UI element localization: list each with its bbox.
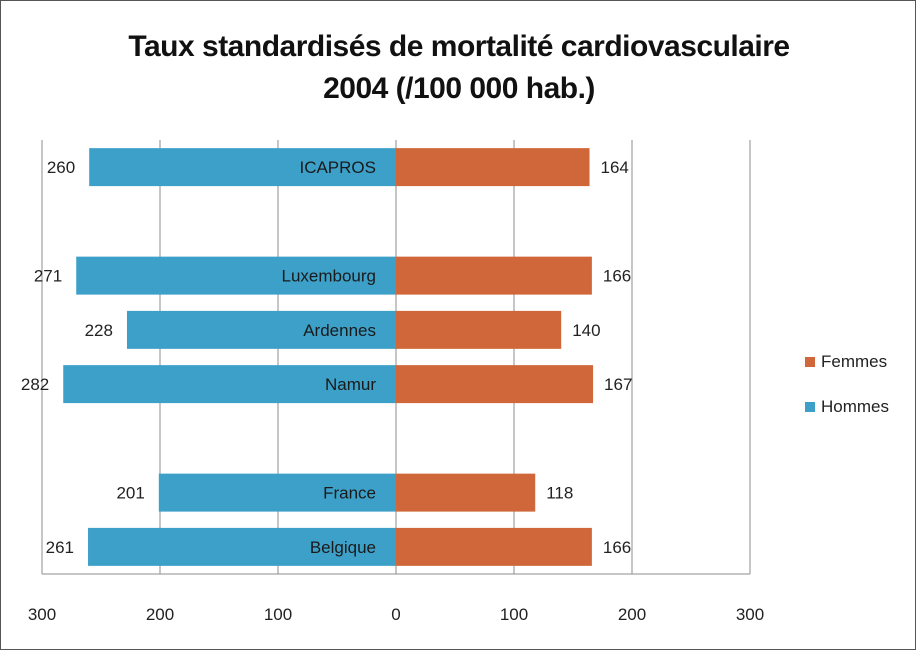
category-label: Luxembourg: [281, 267, 376, 286]
data-label-femmes: 166: [603, 267, 631, 286]
legend-label-hommes: Hommes: [821, 397, 890, 416]
data-label-femmes: 167: [604, 375, 632, 394]
chart-title-line2: 2004 (/100 000 hab.): [323, 72, 595, 105]
data-label-hommes: 260: [47, 158, 75, 177]
bar-hommes: [63, 365, 397, 404]
data-label-hommes: 271: [34, 267, 62, 286]
bar-hommes: [89, 148, 396, 187]
data-label-hommes: 228: [85, 321, 113, 340]
category-label: Belgique: [310, 538, 376, 557]
bar-hommes: [126, 310, 397, 349]
bar-femmes: [396, 310, 562, 349]
x-tick-label: 0: [391, 605, 400, 624]
data-label-femmes: 166: [603, 538, 631, 557]
x-tick-label: 100: [500, 605, 528, 624]
data-label-hommes: 282: [21, 375, 49, 394]
bar-femmes: [396, 256, 592, 295]
bar-hommes: [88, 527, 397, 566]
x-tick-label: 200: [146, 605, 174, 624]
legend-item-femmes: Femmes: [805, 352, 887, 372]
x-tick-label: 200: [618, 605, 646, 624]
legend-item-hommes: Hommes: [805, 397, 889, 417]
bar-femmes: [396, 473, 536, 512]
chart-title-line1: Taux standardisés de mortalité cardiovas…: [128, 30, 790, 63]
legend-label-femmes: Femmes: [821, 352, 888, 371]
x-tick-label: 300: [736, 605, 764, 624]
data-label-hommes: 261: [46, 538, 74, 557]
category-label: Ardennes: [303, 321, 376, 340]
category-label: Namur: [325, 375, 376, 394]
legend-swatch-hommes: [805, 402, 815, 412]
data-label-femmes: 164: [601, 158, 629, 177]
bar-femmes: [396, 148, 590, 187]
data-label-femmes: 118: [546, 484, 573, 503]
x-tick-label: 300: [28, 605, 56, 624]
data-label-femmes: 140: [572, 321, 600, 340]
data-label-hommes: 201: [116, 484, 144, 503]
bar-femmes: [396, 527, 592, 566]
category-label: France: [323, 484, 376, 503]
bar-hommes: [76, 256, 396, 295]
bar-hommes: [158, 473, 396, 512]
chart-title: Taux standardisés de mortalité cardiovas…: [0, 26, 918, 110]
legend-swatch-femmes: [805, 357, 815, 367]
category-label: ICAPROS: [299, 158, 376, 177]
x-tick-label: 100: [264, 605, 292, 624]
bar-femmes: [396, 365, 594, 404]
